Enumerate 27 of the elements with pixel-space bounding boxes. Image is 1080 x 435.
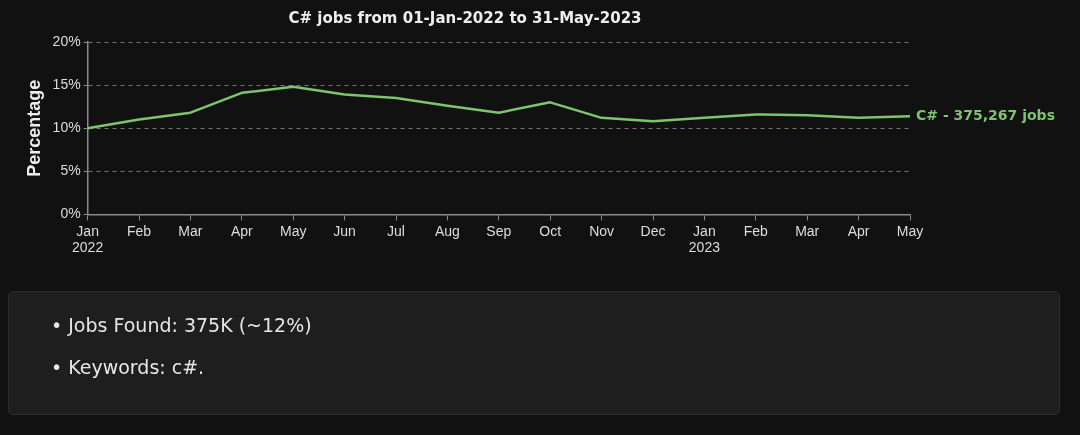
y-tick-label: 20% bbox=[52, 32, 81, 49]
x-tick-label: Jun bbox=[333, 222, 356, 239]
x-tick-label: Mar bbox=[795, 222, 820, 239]
y-tick-label: 10% bbox=[52, 119, 81, 136]
y-tick-label: 0% bbox=[60, 205, 81, 222]
x-tick-label: Sep bbox=[486, 222, 512, 239]
text: • Jobs Found: 375K (~12%) bbox=[51, 314, 313, 336]
series-label: C# - 375,267 jobs bbox=[916, 106, 1055, 123]
x-tick-label: Feb bbox=[126, 222, 152, 239]
x-tick-label: Jan 2022 bbox=[72, 222, 104, 256]
x-tick-label: Jul bbox=[387, 222, 405, 239]
y-tick-label: 15% bbox=[52, 75, 81, 92]
x-tick-label: Apr bbox=[847, 222, 870, 239]
y-axis-title: Percentage bbox=[23, 79, 44, 177]
x-tick-label: Jan 2023 bbox=[688, 222, 721, 256]
x-tick-label: Dec bbox=[640, 222, 666, 239]
x-tick-label: Aug bbox=[434, 222, 460, 239]
x-tick-label: Oct bbox=[539, 222, 562, 239]
chart-title: C# jobs from 01-Jan-2022 to 31-May-2023 bbox=[288, 8, 642, 27]
x-tick-label: May bbox=[279, 222, 307, 239]
text: • Keywords: c#. bbox=[51, 356, 206, 378]
x-tick-label: Feb bbox=[743, 222, 769, 239]
y-tick-label: 5% bbox=[60, 162, 81, 179]
x-tick-label: Mar bbox=[178, 222, 203, 239]
x-tick-label: May bbox=[896, 222, 924, 239]
x-tick-label: Nov bbox=[589, 222, 615, 239]
x-tick-label: Apr bbox=[230, 222, 254, 239]
